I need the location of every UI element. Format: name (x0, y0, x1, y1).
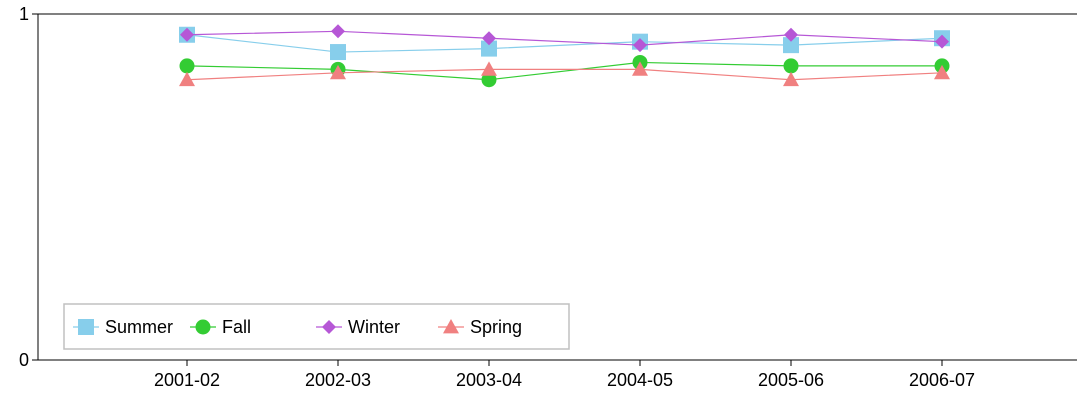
legend-marker-spring (443, 319, 459, 334)
legend-marker-summer (78, 319, 94, 335)
x-tick-label: 2006-07 (909, 370, 975, 390)
legend-item-fall: Fall (190, 317, 251, 337)
data-point-spring (179, 71, 195, 87)
data-point-summer (783, 37, 799, 54)
legend-item-spring: Spring (438, 317, 522, 337)
legend-item-summer: Summer (73, 317, 173, 337)
legend-label-summer: Summer (105, 317, 173, 337)
y-tick-label: 1 (19, 4, 29, 24)
y-ticks: 01 (19, 4, 38, 370)
series-line-spring (186, 68, 943, 81)
series-winter (180, 24, 949, 53)
series-line-fall (186, 61, 942, 81)
y-tick-label: 0 (19, 350, 29, 370)
legend-marker-winter (322, 320, 336, 334)
data-point-winter (482, 31, 496, 46)
data-point-winter (784, 27, 798, 42)
x-ticks: 2001-02 2002-03 2003-04 2004-05 2005-06 2006-… (154, 360, 975, 390)
legend-label-winter: Winter (348, 317, 400, 337)
legend-label-fall: Fall (222, 317, 251, 337)
legend-marker-fall (195, 319, 211, 335)
x-tick-label: 2001-02 (154, 370, 220, 390)
axes (37, 13, 1077, 361)
series-layer (179, 24, 950, 88)
data-point-fall (783, 58, 799, 74)
data-point-winter (331, 24, 345, 39)
data-point-winter (180, 27, 194, 42)
data-point-spring (934, 64, 950, 80)
data-point-spring (330, 64, 346, 80)
data-point-spring (632, 61, 648, 76)
data-point-spring (481, 61, 497, 76)
data-point-summer (330, 44, 346, 61)
data-point-fall (481, 72, 497, 88)
series-line-winter (186, 30, 943, 46)
x-tick-label: 2005-06 (758, 370, 824, 390)
legend-label-spring: Spring (470, 317, 522, 337)
data-point-summer (481, 40, 497, 57)
series-line-summer (186, 34, 943, 53)
legend-item-winter: Winter (316, 317, 400, 337)
x-tick-label: 2004-05 (607, 370, 673, 390)
series-spring (179, 61, 950, 87)
data-point-winter (633, 38, 647, 53)
data-point-spring (783, 71, 799, 87)
data-point-winter (935, 34, 949, 49)
x-tick-label: 2003-04 (456, 370, 522, 390)
data-point-fall (179, 58, 195, 74)
legend: Summer Fall Winter Spring (63, 303, 570, 350)
x-tick-label: 2002-03 (305, 370, 371, 390)
series-fall (179, 54, 950, 88)
